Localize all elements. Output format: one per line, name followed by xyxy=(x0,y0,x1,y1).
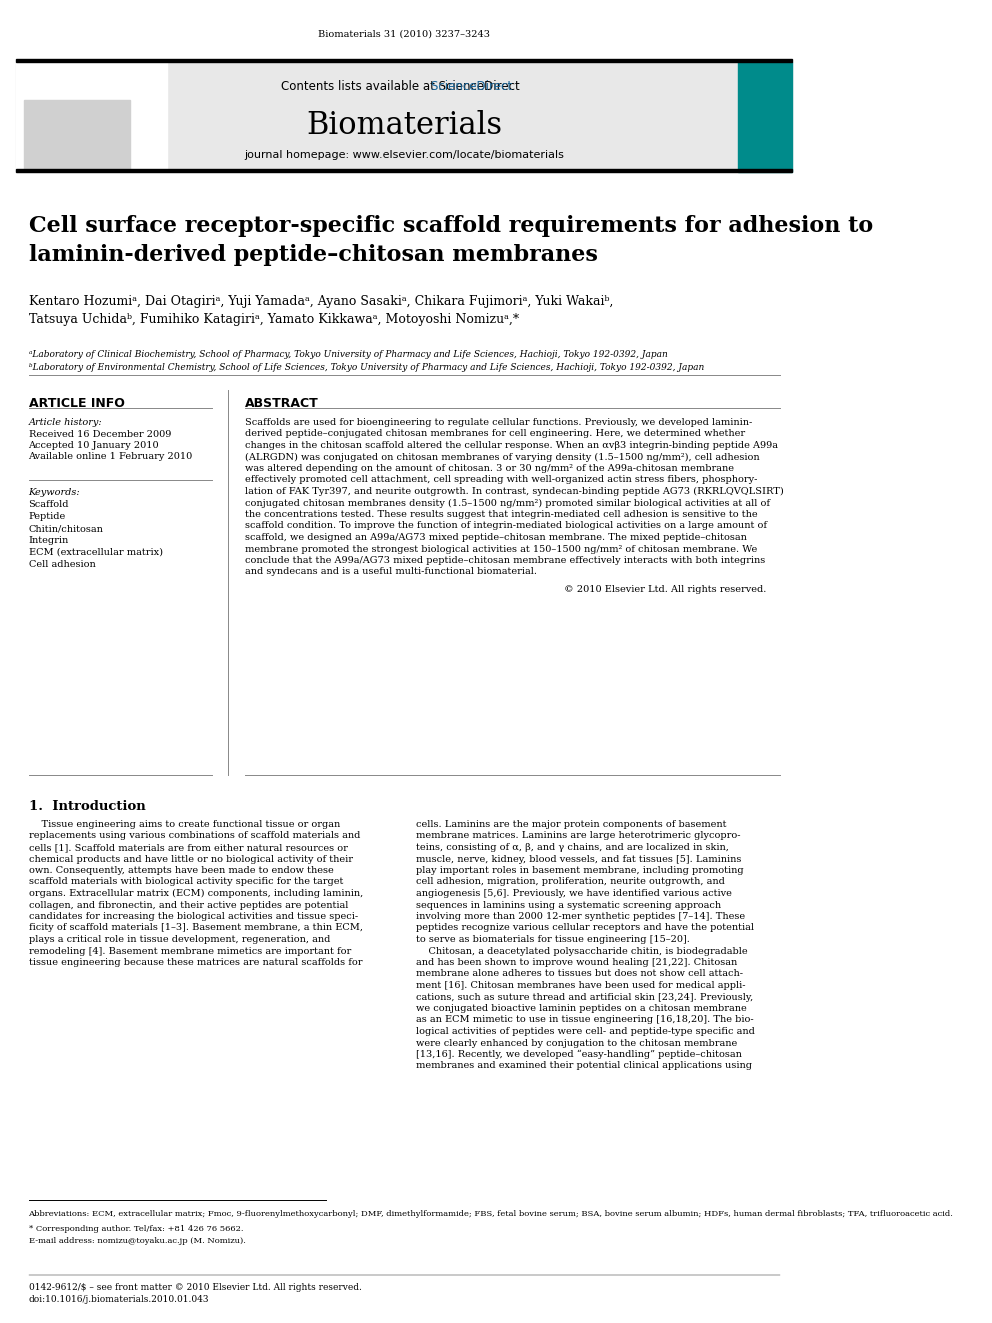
Text: conclude that the A99a/AG73 mixed peptide–chitosan membrane effectively interact: conclude that the A99a/AG73 mixed peptid… xyxy=(245,556,765,565)
Text: Abbreviations: ECM, extracellular matrix; Fmoc, 9-fluorenylmethoxycarbonyl; DMF,: Abbreviations: ECM, extracellular matrix… xyxy=(29,1211,953,1218)
Text: changes in the chitosan scaffold altered the cellular response. When an αvβ3 int: changes in the chitosan scaffold altered… xyxy=(245,441,778,450)
Text: and has been shown to improve wound healing [21,22]. Chitosan: and has been shown to improve wound heal… xyxy=(416,958,737,967)
Text: peptides recognize various cellular receptors and have the potential: peptides recognize various cellular rece… xyxy=(416,923,754,933)
Text: 0142-9612/$ – see front matter © 2010 Elsevier Ltd. All rights reserved.: 0142-9612/$ – see front matter © 2010 El… xyxy=(29,1283,361,1293)
Text: lation of FAK Tyr397, and neurite outgrowth. In contrast, syndecan-binding pepti: lation of FAK Tyr397, and neurite outgro… xyxy=(245,487,784,496)
Bar xyxy=(16,62,793,172)
Text: cells [1]. Scaffold materials are from either natural resources or: cells [1]. Scaffold materials are from e… xyxy=(29,843,347,852)
Text: and syndecans and is a useful multi-functional biomaterial.: and syndecans and is a useful multi-func… xyxy=(245,568,537,577)
Text: ECM (extracellular matrix): ECM (extracellular matrix) xyxy=(29,548,163,557)
Text: doi:10.1016/j.biomaterials.2010.01.043: doi:10.1016/j.biomaterials.2010.01.043 xyxy=(29,1295,209,1304)
Text: 1.  Introduction: 1. Introduction xyxy=(29,800,145,814)
Bar xyxy=(25,101,131,169)
Text: replacements using various combinations of scaffold materials and: replacements using various combinations … xyxy=(29,831,360,840)
Text: angiogenesis [5,6]. Previously, we have identified various active: angiogenesis [5,6]. Previously, we have … xyxy=(416,889,732,898)
Text: logical activities of peptides were cell- and peptide-type specific and: logical activities of peptides were cell… xyxy=(416,1027,755,1036)
Text: bio: bio xyxy=(758,67,772,75)
Bar xyxy=(16,60,793,62)
Text: Integrin: Integrin xyxy=(29,536,68,545)
Text: ScienceDirect: ScienceDirect xyxy=(297,79,513,93)
Text: cations, such as suture thread and artificial skin [23,24]. Previously,: cations, such as suture thread and artif… xyxy=(416,992,753,1002)
Text: cells. Laminins are the major protein components of basement: cells. Laminins are the major protein co… xyxy=(416,820,726,830)
Text: (ALRGDN) was conjugated on chitosan membranes of varying density (1.5–1500 ng/mm: (ALRGDN) was conjugated on chitosan memb… xyxy=(245,452,759,462)
Text: the concentrations tested. These results suggest that integrin-mediated cell adh: the concentrations tested. These results… xyxy=(245,509,757,519)
Text: sequences in laminins using a systematic screening approach: sequences in laminins using a systematic… xyxy=(416,901,721,909)
Text: ment [16]. Chitosan membranes have been used for medical appli-: ment [16]. Chitosan membranes have been … xyxy=(416,980,745,990)
Text: * Corresponding author. Tel/fax: +81 426 76 5662.: * Corresponding author. Tel/fax: +81 426… xyxy=(29,1225,243,1233)
Text: tissue engineering because these matrices are natural scaffolds for: tissue engineering because these matrice… xyxy=(29,958,362,967)
Text: as an ECM mimetic to use in tissue engineering [16,18,20]. The bio-: as an ECM mimetic to use in tissue engin… xyxy=(416,1016,754,1024)
Text: derived peptide–conjugated chitosan membranes for cell engineering. Here, we det: derived peptide–conjugated chitosan memb… xyxy=(245,430,745,438)
Text: materials: materials xyxy=(749,67,790,75)
Text: Accepted 10 January 2010: Accepted 10 January 2010 xyxy=(29,441,159,450)
Text: ᵇLaboratory of Environmental Chemistry, School of Life Sciences, Tokyo Universit: ᵇLaboratory of Environmental Chemistry, … xyxy=(29,363,703,372)
Text: cell adhesion, migration, proliferation, neurite outgrowth, and: cell adhesion, migration, proliferation,… xyxy=(416,877,725,886)
Text: scaffold condition. To improve the function of integrin-mediated biological acti: scaffold condition. To improve the funct… xyxy=(245,521,767,531)
Text: play important roles in basement membrane, including promoting: play important roles in basement membran… xyxy=(416,867,743,875)
Text: ELSEVIER: ELSEVIER xyxy=(33,102,113,116)
Text: ficity of scaffold materials [1–3]. Basement membrane, a thin ECM,: ficity of scaffold materials [1–3]. Base… xyxy=(29,923,362,933)
Bar xyxy=(738,62,793,172)
Text: E-mail address: nomizu@toyaku.ac.jp (M. Nomizu).: E-mail address: nomizu@toyaku.ac.jp (M. … xyxy=(29,1237,245,1245)
Text: Biomaterials 31 (2010) 3237–3243: Biomaterials 31 (2010) 3237–3243 xyxy=(318,30,490,38)
Text: to serve as biomaterials for tissue engineering [15–20].: to serve as biomaterials for tissue engi… xyxy=(416,935,689,945)
Text: membrane matrices. Laminins are large heterotrimeric glycopro-: membrane matrices. Laminins are large he… xyxy=(416,831,740,840)
Text: remodeling [4]. Basement membrane mimetics are important for: remodeling [4]. Basement membrane mimeti… xyxy=(29,946,351,955)
Text: Scaffolds are used for bioengineering to regulate cellular functions. Previously: Scaffolds are used for bioengineering to… xyxy=(245,418,752,427)
Text: Tissue engineering aims to create functional tissue or organ: Tissue engineering aims to create functi… xyxy=(29,820,340,830)
Text: muscle, nerve, kidney, blood vessels, and fat tissues [5]. Laminins: muscle, nerve, kidney, blood vessels, an… xyxy=(416,855,741,864)
Text: Scaffold: Scaffold xyxy=(29,500,69,509)
Text: [13,16]. Recently, we developed “easy-handling” peptide–chitosan: [13,16]. Recently, we developed “easy-ha… xyxy=(416,1050,742,1060)
Text: organs. Extracellular matrix (ECM) components, including laminin,: organs. Extracellular matrix (ECM) compo… xyxy=(29,889,363,898)
Text: own. Consequently, attempts have been made to endow these: own. Consequently, attempts have been ma… xyxy=(29,867,333,875)
Text: ᵃLaboratory of Clinical Biochemistry, School of Pharmacy, Tokyo University of Ph: ᵃLaboratory of Clinical Biochemistry, Sc… xyxy=(29,351,668,359)
Text: Chitosan, a deacetylated polysaccharide chitin, is biodegradable: Chitosan, a deacetylated polysaccharide … xyxy=(416,946,747,955)
Bar xyxy=(16,169,793,172)
Text: Received 16 December 2009: Received 16 December 2009 xyxy=(29,430,171,439)
Text: Keywords:: Keywords: xyxy=(29,488,80,497)
Text: was altered depending on the amount of chitosan. 3 or 30 ng/mm² of the A99a-chit: was altered depending on the amount of c… xyxy=(245,464,734,474)
Text: were clearly enhanced by conjugation to the chitosan membrane: were clearly enhanced by conjugation to … xyxy=(416,1039,737,1048)
Text: conjugated chitosan membranes density (1.5–1500 ng/mm²) promoted similar biologi: conjugated chitosan membranes density (1… xyxy=(245,499,770,508)
Text: Article history:: Article history: xyxy=(29,418,102,427)
Text: we conjugated bioactive laminin peptides on a chitosan membrane: we conjugated bioactive laminin peptides… xyxy=(416,1004,747,1013)
Text: membranes and examined their potential clinical applications using: membranes and examined their potential c… xyxy=(416,1061,752,1070)
Text: Kentaro Hozumiᵃ, Dai Otagiriᵃ, Yuji Yamadaᵃ, Ayano Sasakiᵃ, Chikara Fujimoriᵃ, Y: Kentaro Hozumiᵃ, Dai Otagiriᵃ, Yuji Yama… xyxy=(29,295,613,325)
Text: © 2010 Elsevier Ltd. All rights reserved.: © 2010 Elsevier Ltd. All rights reserved… xyxy=(564,585,767,594)
Text: Available online 1 February 2010: Available online 1 February 2010 xyxy=(29,452,192,460)
Text: Cell adhesion: Cell adhesion xyxy=(29,560,95,569)
Text: involving more than 2000 12-mer synthetic peptides [7–14]. These: involving more than 2000 12-mer syntheti… xyxy=(416,912,745,921)
Text: membrane alone adheres to tissues but does not show cell attach-: membrane alone adheres to tissues but do… xyxy=(416,970,743,979)
Text: Biomaterials: Biomaterials xyxy=(307,110,503,142)
Text: ABSTRACT: ABSTRACT xyxy=(245,397,318,410)
Text: collagen, and fibronectin, and their active peptides are potential: collagen, and fibronectin, and their act… xyxy=(29,901,348,909)
Text: teins, consisting of α, β, and γ chains, and are localized in skin,: teins, consisting of α, β, and γ chains,… xyxy=(416,843,729,852)
Text: Chitin/chitosan: Chitin/chitosan xyxy=(29,524,103,533)
Text: scaffold materials with biological activity specific for the target: scaffold materials with biological activ… xyxy=(29,877,343,886)
Text: chemical products and have little or no biological activity of their: chemical products and have little or no … xyxy=(29,855,352,864)
Text: ARTICLE INFO: ARTICLE INFO xyxy=(29,397,124,410)
Text: Peptide: Peptide xyxy=(29,512,65,521)
Text: Cell surface receptor-specific scaffold requirements for adhesion to
laminin-der: Cell surface receptor-specific scaffold … xyxy=(29,216,873,266)
Text: journal homepage: www.elsevier.com/locate/biomaterials: journal homepage: www.elsevier.com/locat… xyxy=(244,149,564,160)
Text: plays a critical role in tissue development, regeneration, and: plays a critical role in tissue developm… xyxy=(29,935,330,945)
Text: effectively promoted cell attachment, cell spreading with well-organized actin s: effectively promoted cell attachment, ce… xyxy=(245,475,757,484)
Text: membrane promoted the strongest biological activities at 150–1500 ng/mm² of chit: membrane promoted the strongest biologic… xyxy=(245,545,757,553)
Text: scaffold, we designed an A99a/AG73 mixed peptide–chitosan membrane. The mixed pe: scaffold, we designed an A99a/AG73 mixed… xyxy=(245,533,746,542)
Text: Contents lists available at ScienceDirect: Contents lists available at ScienceDirec… xyxy=(282,79,528,93)
Text: candidates for increasing the biological activities and tissue speci-: candidates for increasing the biological… xyxy=(29,912,358,921)
Bar xyxy=(16,62,167,172)
